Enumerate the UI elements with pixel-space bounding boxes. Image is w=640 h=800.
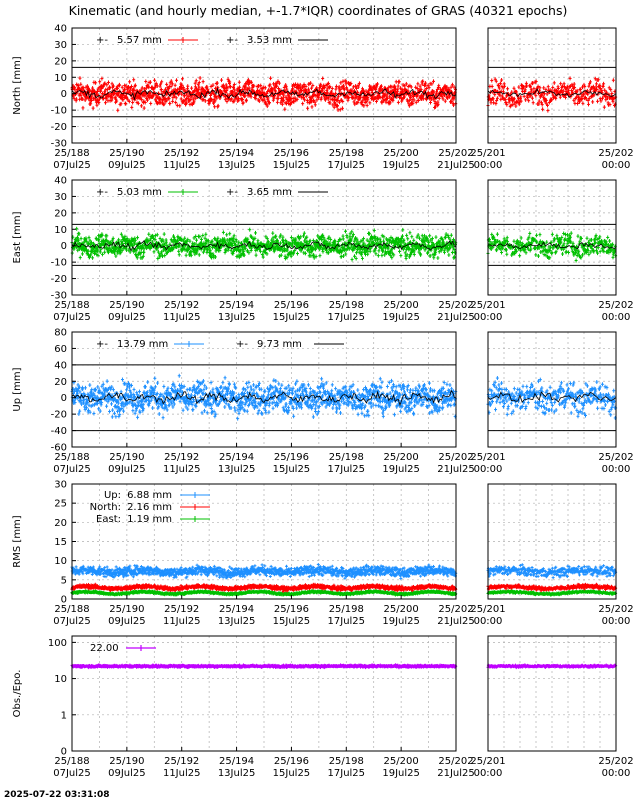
y-tick-label: 10 xyxy=(54,73,67,84)
y-tick-label: -30 xyxy=(51,139,67,150)
legend-entry: 5.57 mm xyxy=(117,35,162,46)
panel-east: 25/18807Jul2525/19009Jul2525/19211Jul252… xyxy=(12,176,634,324)
x-tick-label: 25/188 xyxy=(54,148,89,159)
north-legend: +- 5.57 mm +- 3.53 mm xyxy=(96,35,328,46)
x-tick-label: 25/196 xyxy=(274,148,309,159)
x-tick-label: 17Jul25 xyxy=(328,160,366,171)
north-frame xyxy=(71,27,457,144)
north-scatter-points xyxy=(486,76,618,113)
x-tick-label: 25/201 xyxy=(470,148,505,159)
north-frame xyxy=(487,27,617,144)
legend-entry: 3.53 mm xyxy=(247,35,292,46)
north-points xyxy=(486,76,618,113)
x-tick-label: 25/190 xyxy=(109,148,144,159)
x-tick-label: 25/198 xyxy=(329,148,364,159)
x-tick-label: 25/200 xyxy=(384,148,419,159)
y-tick-label: 20 xyxy=(54,56,67,67)
y-tick-label: 40 xyxy=(54,24,67,35)
x-tick-label: 25/202 xyxy=(598,148,633,159)
x-tick-label: 07Jul25 xyxy=(53,160,91,171)
north-median-line xyxy=(71,87,457,101)
y-tick-label: 30 xyxy=(54,40,67,51)
east-scatter-points xyxy=(70,226,458,262)
north-median-line xyxy=(487,88,617,99)
x-tick-label: 09Jul25 xyxy=(108,160,146,171)
y-tick-label: -20 xyxy=(51,122,67,133)
east-main-area: 25/18807Jul2525/19009Jul2525/19211Jul252… xyxy=(53,179,475,323)
y-tick-label: -10 xyxy=(51,106,67,117)
y-tick-label: 0 xyxy=(61,89,67,100)
x-tick-label: 19Jul25 xyxy=(382,160,420,171)
legend-symbol: +- xyxy=(96,35,108,46)
x-tick-label: 25/202 xyxy=(438,148,473,159)
x-tick-label: 00:00 xyxy=(602,160,631,171)
x-tick-label: 00:00 xyxy=(474,160,503,171)
x-tick-label: 15Jul25 xyxy=(273,160,311,171)
chart-title: Kinematic (and hourly median, +-1.7*IQR)… xyxy=(69,3,568,18)
x-tick-label: 21Jul25 xyxy=(437,160,475,171)
x-tick-label: 25/192 xyxy=(164,148,199,159)
x-tick-label: 11Jul25 xyxy=(163,160,201,171)
east-points xyxy=(70,226,458,262)
x-tick-label: 13Jul25 xyxy=(218,160,256,171)
legend-symbol: +- xyxy=(226,35,238,46)
y-axis-label: North [mm] xyxy=(12,56,23,115)
x-tick-label: 25/194 xyxy=(219,148,254,159)
